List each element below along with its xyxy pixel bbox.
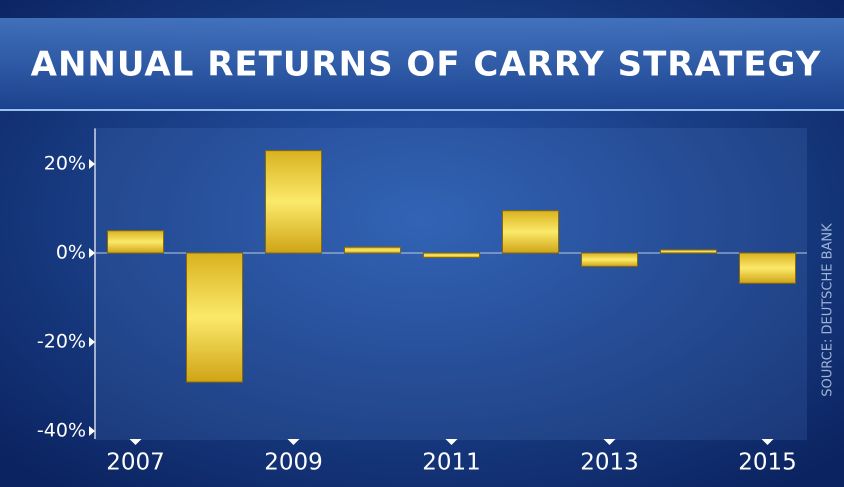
chart-title: ANNUAL RETURNS OF CARRY STRATEGY (31, 45, 822, 85)
y-tick (89, 426, 95, 436)
x-tick-label: 2007 (106, 450, 165, 476)
x-tick (761, 439, 774, 445)
y-tick-label: -20% (37, 331, 86, 353)
y-tick (89, 159, 95, 169)
bar (502, 210, 559, 254)
bar (423, 252, 480, 258)
x-tick-label: 2013 (580, 450, 639, 476)
title-band (0, 18, 844, 110)
bar (186, 252, 243, 383)
x-tick-label: 2009 (264, 450, 323, 476)
bar (739, 252, 796, 284)
bar (265, 150, 322, 254)
bar (344, 246, 401, 254)
x-tick-label: 2011 (422, 450, 481, 476)
y-tick (89, 337, 95, 347)
y-tick-label: 20% (44, 153, 86, 175)
source-note: SOURCE: DEUTSCHE BANK (821, 223, 836, 397)
bar (581, 252, 638, 267)
x-tick (445, 439, 458, 445)
y-tick (89, 248, 95, 258)
bar (660, 249, 717, 254)
x-tick (129, 439, 142, 445)
y-tick-label: -40% (37, 420, 86, 442)
x-tick (603, 439, 616, 445)
bar (107, 230, 164, 254)
x-tick (287, 439, 300, 445)
x-tick-label: 2015 (738, 450, 797, 476)
y-tick-label: 0% (56, 242, 86, 264)
